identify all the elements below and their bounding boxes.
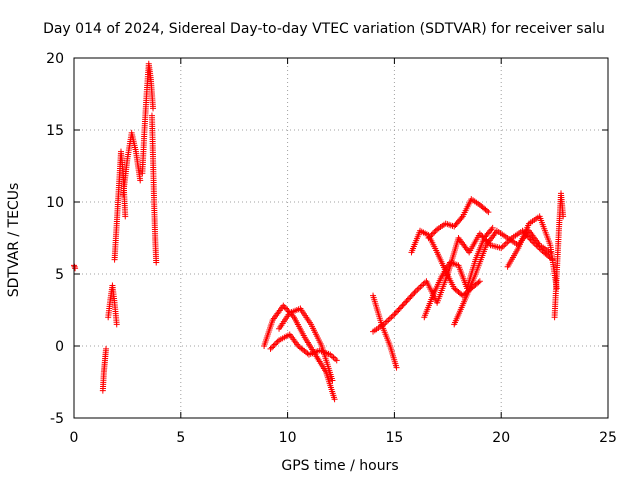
y-axis-label: SDTVAR / TECUs: [6, 183, 22, 298]
data-point: [333, 357, 340, 364]
x-tick-label: 10: [279, 430, 297, 446]
data-point: [268, 344, 275, 351]
data-point: [329, 377, 336, 384]
data-point: [400, 301, 407, 308]
data-point: [122, 213, 129, 220]
data-point: [394, 308, 401, 315]
data-point: [478, 232, 485, 239]
chart-title: Day 014 of 2024, Sidereal Day-to-day VTE…: [43, 21, 605, 37]
data-point: [153, 259, 160, 266]
data-point: [331, 396, 338, 403]
data-point: [489, 224, 496, 231]
data-point: [408, 292, 415, 299]
data-point: [402, 299, 409, 306]
data-point: [428, 232, 435, 239]
x-axis-label: GPS time / hours: [281, 458, 398, 474]
y-tick-label: 15: [46, 123, 64, 139]
x-tick-label: 15: [385, 430, 403, 446]
data-point: [476, 230, 483, 237]
data-point: [403, 298, 410, 305]
y-tick-label: 5: [55, 267, 64, 283]
data-point: [425, 235, 432, 241]
data-point: [281, 304, 288, 311]
y-tick-label: 10: [46, 195, 64, 211]
data-point: [485, 209, 492, 216]
data-point: [476, 278, 483, 285]
data-point: [502, 240, 509, 247]
data-point: [526, 235, 533, 241]
data-point: [432, 227, 439, 234]
data-point: [527, 236, 534, 243]
data-point: [385, 317, 392, 324]
data-point: [392, 309, 399, 316]
data-point: [458, 214, 465, 221]
data-point: [389, 312, 396, 319]
data-point: [391, 311, 398, 318]
data-point: [412, 288, 419, 295]
data-point: [282, 305, 289, 312]
data-point: [411, 289, 418, 296]
data-point: [113, 321, 120, 328]
data-point: [382, 319, 389, 326]
data-point: [280, 302, 287, 309]
data-point: [420, 281, 427, 288]
data-point: [560, 213, 567, 220]
data-point: [72, 265, 79, 272]
data-point: [71, 263, 78, 270]
data-point: [475, 279, 482, 286]
data-point: [414, 286, 421, 293]
data-point: [388, 314, 395, 321]
data-point: [418, 282, 425, 289]
data-point: [267, 345, 274, 352]
data-point: [393, 364, 400, 371]
data-point: [553, 285, 560, 292]
data-point: [431, 229, 438, 236]
data-point: [271, 341, 278, 348]
data-point: [383, 318, 390, 325]
axis-ticks: 0 5 10 15 20 25 -5 0 5 10 15 20: [46, 51, 617, 446]
data-point: [407, 294, 414, 301]
x-tick-label: 20: [492, 430, 510, 446]
data-point: [417, 283, 424, 290]
data-point: [483, 207, 490, 214]
data-point: [396, 305, 403, 312]
data-point: [289, 312, 296, 319]
data-point: [406, 295, 413, 302]
plot-frame: [73, 57, 609, 419]
y-tick-label: 0: [55, 339, 64, 355]
y-tick-label: 20: [46, 51, 64, 67]
data-point: [398, 304, 405, 311]
data-points: [71, 60, 567, 403]
x-tick-label: 25: [599, 430, 617, 446]
data-point: [415, 285, 422, 292]
data-point: [274, 338, 281, 345]
data-point: [150, 105, 157, 112]
data-point: [137, 177, 144, 184]
data-point: [410, 291, 417, 298]
data-point: [404, 296, 411, 303]
x-tick-label: 5: [176, 430, 185, 446]
data-point: [488, 226, 495, 233]
x-tick-label: 0: [70, 430, 79, 446]
data-point: [499, 243, 506, 250]
data-point: [429, 230, 436, 237]
data-point: [386, 315, 393, 322]
y-tick-label: -5: [50, 411, 64, 427]
data-point: [547, 249, 554, 256]
data-point: [399, 302, 406, 309]
data-point: [270, 343, 277, 349]
data-point: [427, 233, 433, 240]
grid-lines: [74, 58, 608, 418]
data-point: [395, 307, 402, 313]
data-point: [273, 340, 280, 347]
data-point: [103, 345, 110, 352]
